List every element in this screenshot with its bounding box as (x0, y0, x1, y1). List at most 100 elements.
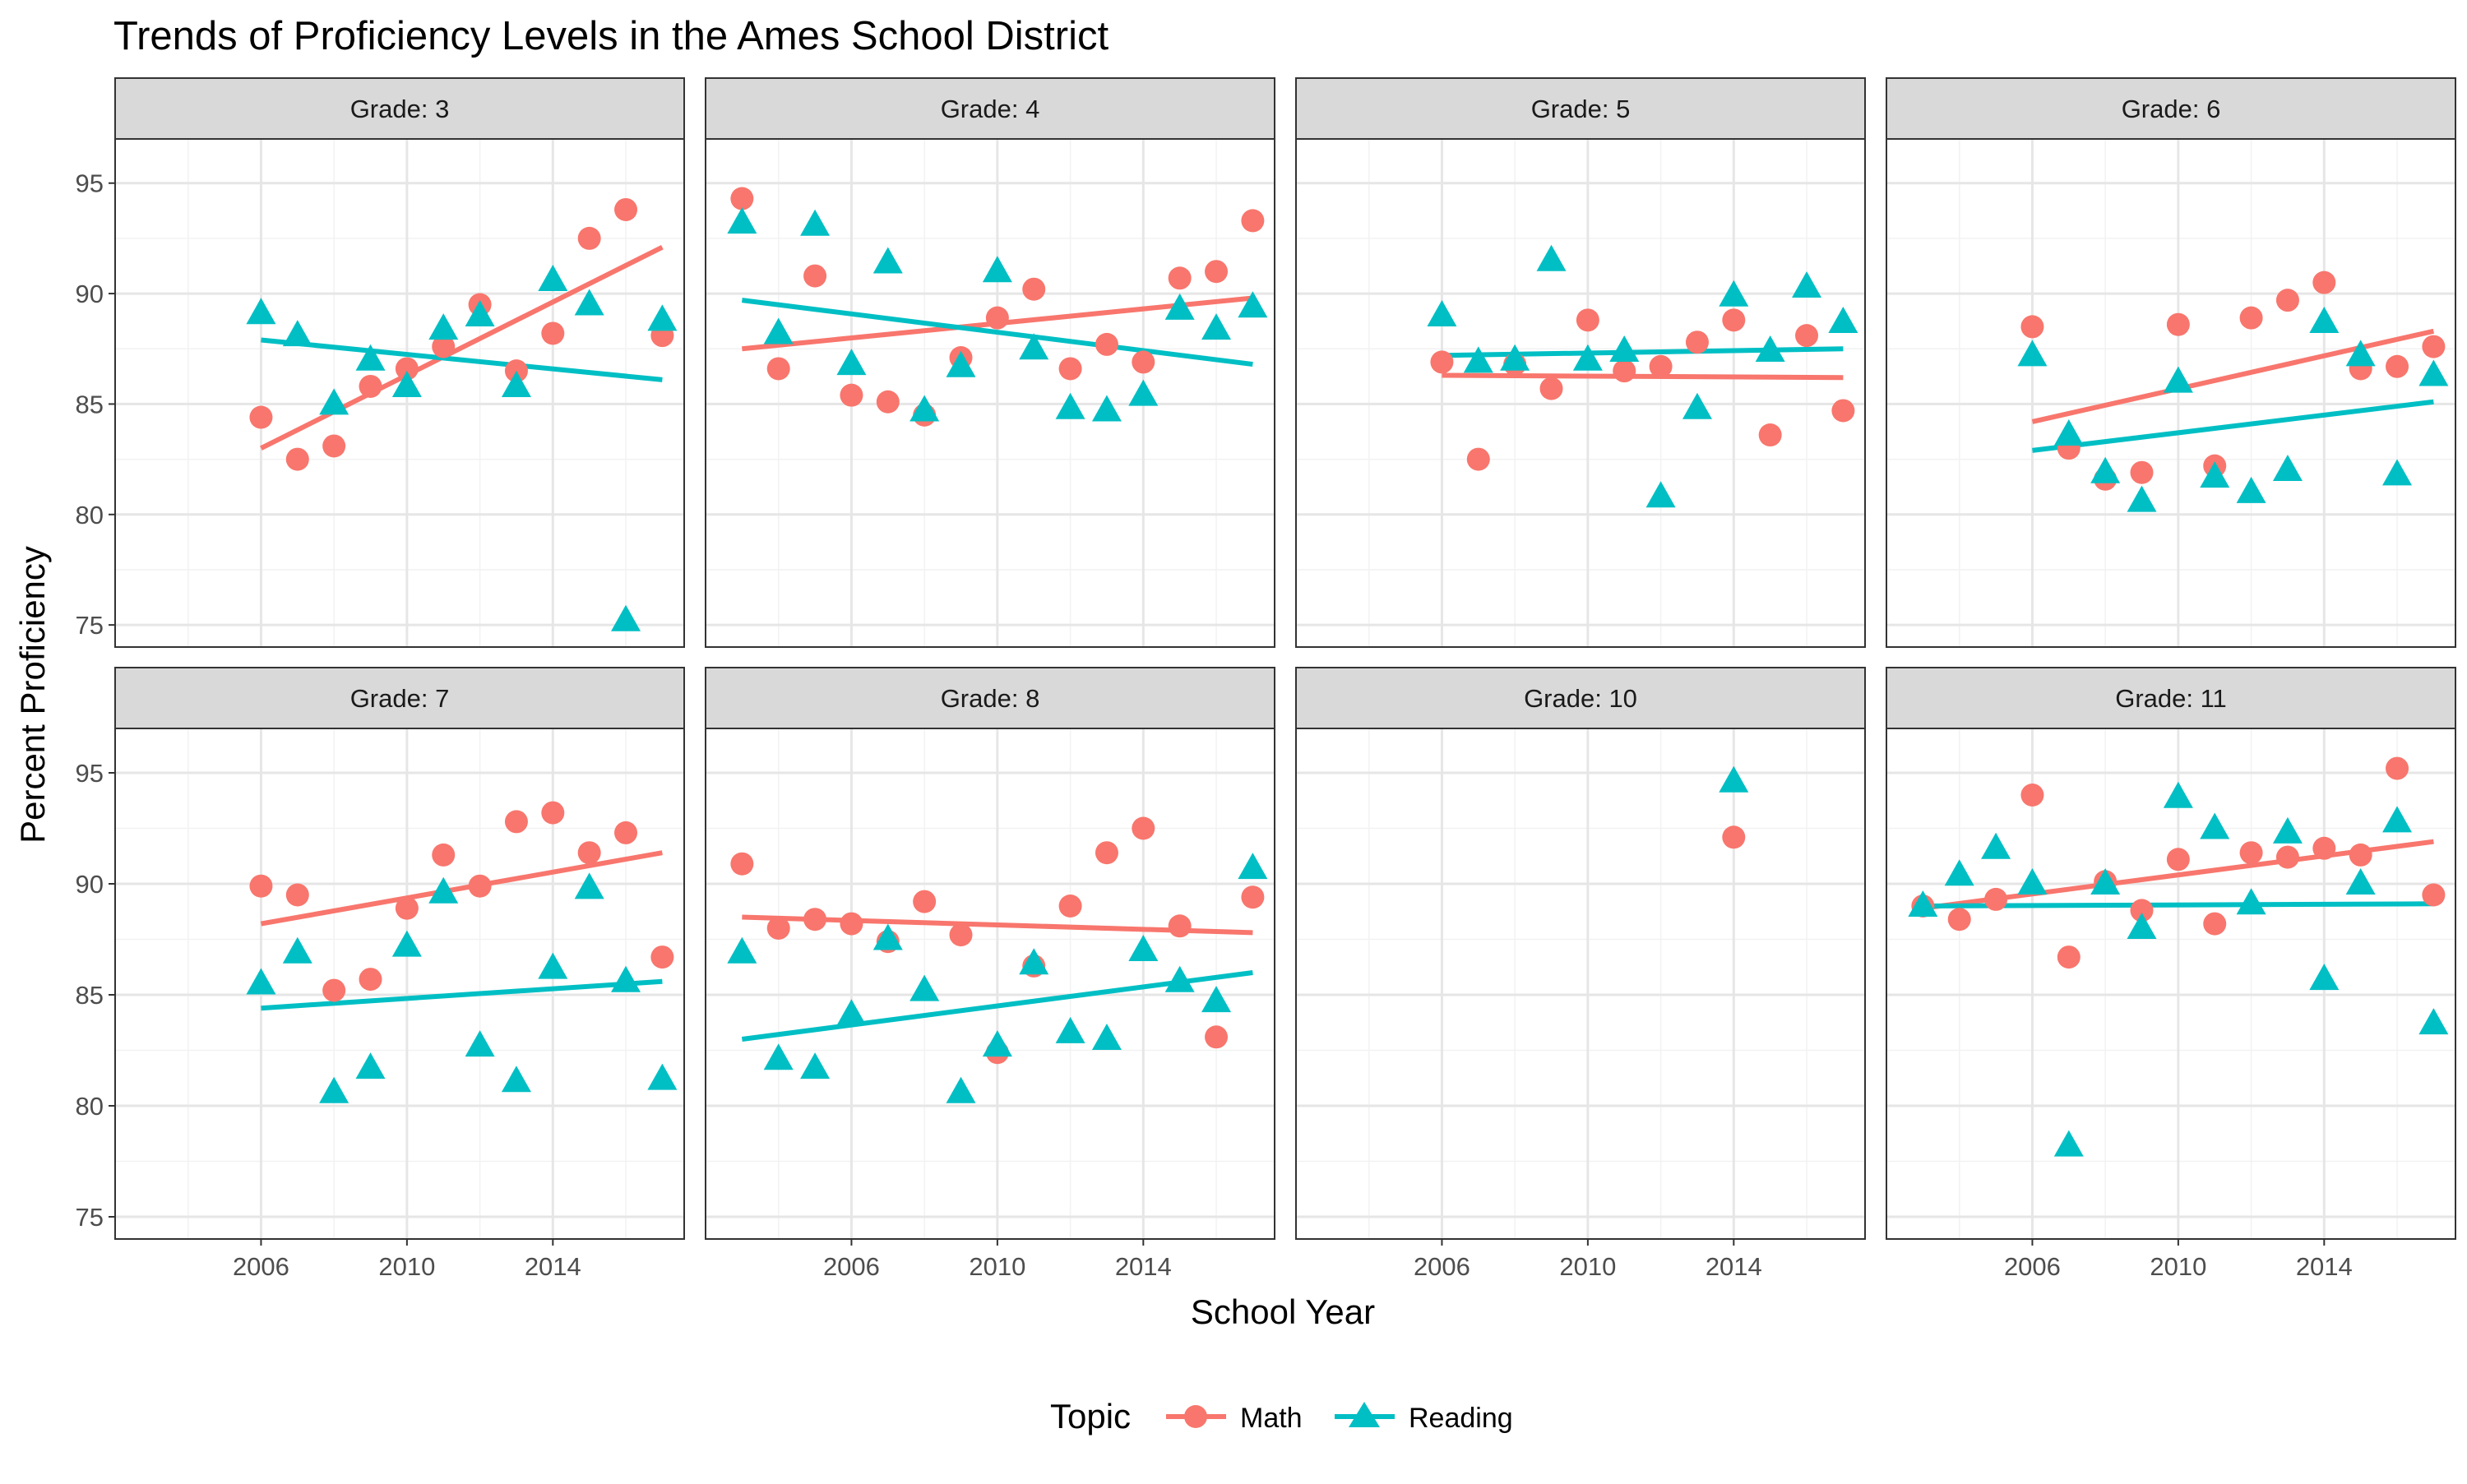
reading-point (611, 604, 641, 631)
facet-strip (114, 77, 685, 140)
math-point (2239, 306, 2263, 330)
math-point (1613, 359, 1636, 383)
reading-point (2200, 461, 2230, 488)
facet-strip (705, 667, 1275, 729)
reading-point (2053, 419, 2084, 446)
math-point (730, 852, 754, 876)
reading-point (727, 936, 757, 964)
facet-panel-grade-10: Grade: 10 2006 2010 2014 (1295, 667, 1866, 1281)
math-point (730, 187, 754, 210)
math-point (766, 357, 790, 381)
reading-trend-line (261, 337, 663, 382)
facet-strip-label: Grade: 4 (941, 95, 1040, 123)
math-point (2422, 335, 2446, 358)
math-point (1205, 1025, 1229, 1049)
reading-point (1019, 948, 1049, 975)
panel-border (1295, 138, 1866, 648)
math-trend-line (1442, 372, 1844, 381)
reading-point (2090, 456, 2121, 483)
reading-point (1719, 280, 1749, 307)
reading-point (1828, 307, 1858, 334)
reading-point (1238, 291, 1268, 318)
math-point (1168, 914, 1192, 938)
math-point (650, 945, 674, 969)
math-point (359, 374, 382, 398)
reading-point (319, 388, 349, 415)
math-point (2312, 836, 2336, 860)
math-point (1095, 332, 1118, 356)
reading-point (355, 1052, 386, 1079)
reading-point (946, 350, 976, 377)
math-point (2275, 289, 2299, 312)
math-point (1168, 266, 1192, 290)
reading-point (1164, 293, 1195, 320)
math-point (322, 434, 346, 458)
reading-point (836, 349, 867, 376)
reading-point (282, 320, 312, 347)
math-point (1576, 308, 1599, 332)
y-tick-label: 80 (76, 501, 104, 529)
math-point (285, 883, 309, 907)
panel-background (1296, 139, 1865, 647)
reading-point (1201, 313, 1232, 340)
facet-panel-grade-5: Grade: 5 (1295, 77, 1866, 648)
panel-border (114, 138, 685, 648)
math-point (1058, 357, 1082, 381)
math-point (1722, 825, 1746, 849)
legend-reading-label: Reading (1409, 1403, 1513, 1434)
reading-point (1536, 244, 1567, 271)
reading-point (2236, 888, 2266, 915)
x-tick-label: 2010 (1559, 1252, 1616, 1281)
y-tick-label: 85 (76, 390, 104, 418)
panel-border (705, 138, 1275, 648)
math-point (395, 896, 419, 920)
math-point (249, 874, 273, 898)
reading-point (611, 965, 641, 992)
math-point (432, 843, 456, 867)
panel-border (1295, 728, 1866, 1240)
x-tick-label: 2014 (1706, 1252, 1762, 1281)
math-point (285, 447, 309, 471)
facet-strip-label: Grade: 10 (1524, 684, 1637, 713)
reading-point (2090, 868, 2121, 895)
reading-trend-line (2032, 399, 2434, 453)
math-point (766, 917, 790, 940)
math-point (876, 390, 900, 414)
reading-point (1427, 299, 1457, 326)
y-tick-label: 95 (76, 169, 104, 198)
math-point (985, 306, 1009, 330)
y-tick-label: 90 (76, 280, 104, 308)
math-point (1430, 350, 1454, 374)
y-tick-label: 95 (76, 759, 104, 788)
reading-point (2163, 781, 2193, 808)
y-tick-label: 75 (76, 611, 104, 640)
facet-strip (1886, 667, 2456, 729)
math-point (2239, 841, 2263, 865)
math-point (1022, 277, 1046, 301)
reading-point (2382, 459, 2413, 486)
reading-point (2272, 816, 2303, 844)
panel-background (115, 728, 684, 1239)
x-tick-label: 2014 (1115, 1252, 1172, 1281)
reading-point (800, 1052, 831, 1079)
math-trend-line (742, 914, 1253, 936)
reading-point (2345, 340, 2376, 367)
math-point (395, 357, 419, 381)
math-point (1685, 331, 1709, 354)
reading-point (282, 936, 312, 964)
reading-point (910, 395, 940, 422)
reading-point (2127, 913, 2157, 939)
reading-point (2200, 812, 2230, 839)
reading-point (391, 930, 422, 957)
reading-point (946, 1076, 976, 1103)
reading-point (2382, 806, 2413, 833)
panel-background (1886, 139, 2455, 647)
math-point (249, 405, 273, 429)
math-point (803, 264, 827, 288)
reading-point (501, 1066, 531, 1093)
math-point (359, 968, 382, 992)
math-point (1984, 887, 2008, 911)
math-point (2349, 843, 2372, 867)
facet-strip-label: Grade: 7 (350, 684, 450, 713)
